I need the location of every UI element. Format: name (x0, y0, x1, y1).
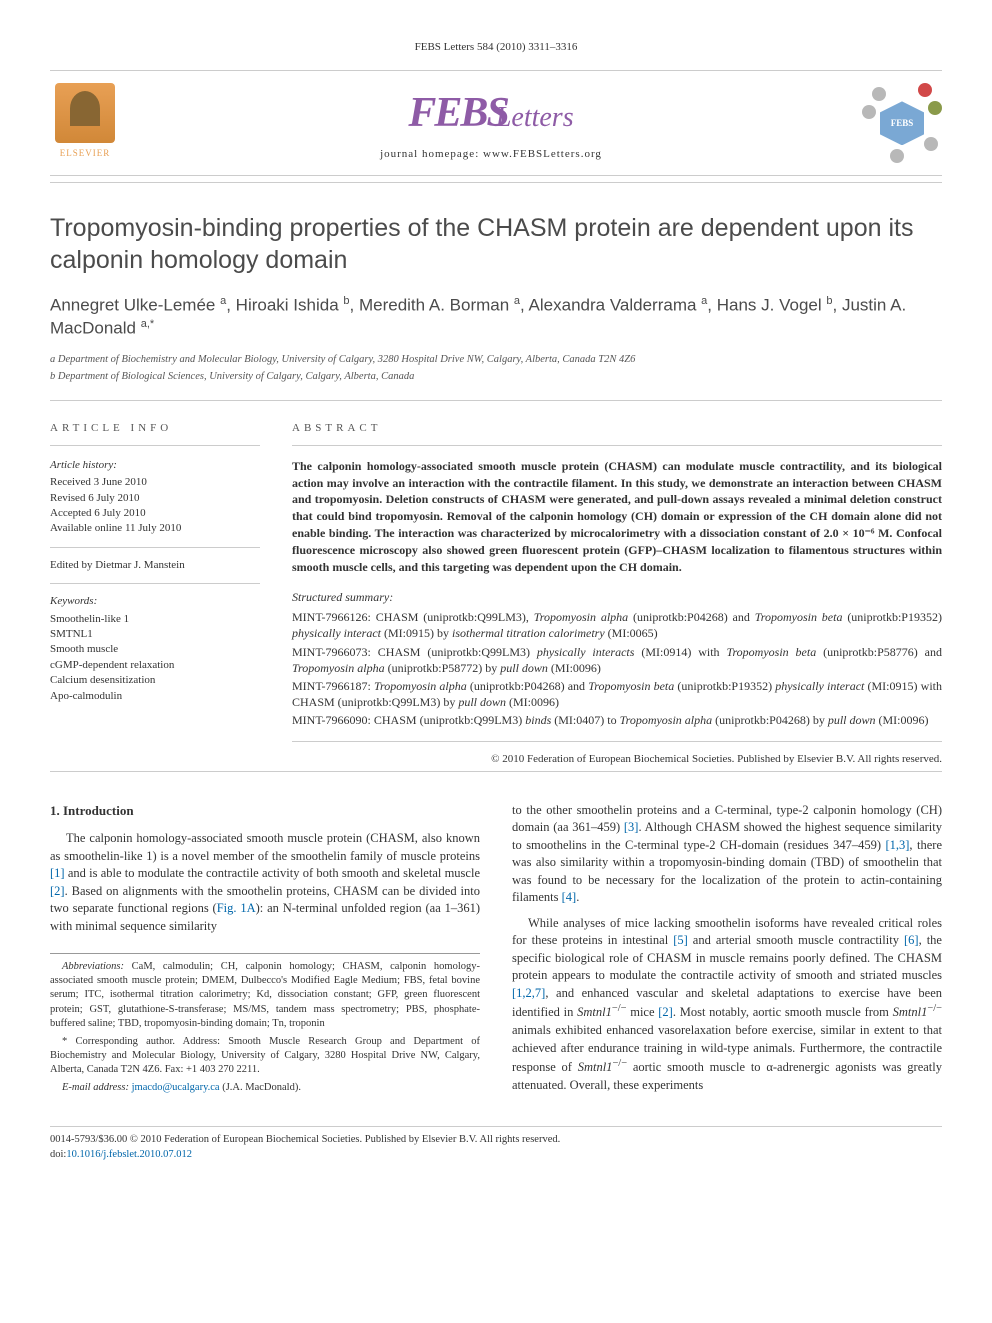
email-footnote: E-mail address: jmacdo@ucalgary.ca (J.A.… (50, 1081, 480, 1095)
history-head: Article history: (50, 458, 260, 473)
history-item: Accepted 6 July 2010 (50, 506, 260, 521)
badge-hex-icon: FEBS (880, 101, 924, 145)
body-columns: 1. Introduction The calponin homology-as… (50, 802, 942, 1102)
journal-citation: FEBS Letters 584 (2010) 3311–3316 (50, 40, 942, 55)
abstract-copyright: © 2010 Federation of European Biochemica… (292, 741, 942, 767)
abbreviations-footnote: Abbreviations: CaM, calmodulin; CH, calp… (50, 960, 480, 1031)
divider (50, 182, 942, 183)
keyword-item: Smoothelin-like 1 (50, 612, 260, 627)
editor-line: Edited by Dietmar J. Manstein (50, 558, 260, 584)
affiliations-block: a Department of Biochemistry and Molecul… (50, 353, 942, 401)
history-item: Received 3 June 2010 (50, 475, 260, 490)
body-paragraph: The calponin homology-associated smooth … (50, 830, 480, 935)
article-info-head: ARTICLE INFO (50, 421, 260, 445)
section-divider (50, 771, 942, 772)
structured-summary-item: MINT-7966090: CHASM (uniprotkb:Q99LM3) b… (292, 712, 942, 728)
febs-logo-main: FEBS (408, 90, 507, 136)
body-column-right: to the other smoothelin proteins and a C… (512, 802, 942, 1102)
structured-summary-head: Structured summary: (292, 589, 942, 606)
corr-label: * Corresponding author. (62, 1036, 175, 1047)
abstract-text: The calponin homology-associated smooth … (292, 458, 942, 576)
doi-link[interactable]: 10.1016/j.febslet.2010.07.012 (66, 1149, 192, 1160)
keyword-item: SMTNL1 (50, 627, 260, 642)
keyword-item: cGMP-dependent relaxation (50, 658, 260, 673)
badge-dot-icon (924, 137, 938, 151)
abstract-head: ABSTRACT (292, 421, 942, 445)
badge-dot-icon (872, 87, 886, 101)
email-link[interactable]: jmacdo@ucalgary.ca (132, 1082, 220, 1093)
footnotes-block: Abbreviations: CaM, calmodulin; CH, calp… (50, 953, 480, 1096)
febs-badge-icon: FEBS (862, 83, 942, 163)
page-footer: 0014-5793/$36.00 © 2010 Federation of Eu… (50, 1126, 942, 1162)
badge-dot-icon (918, 83, 932, 97)
badge-dot-icon (862, 105, 876, 119)
keyword-item: Calcium desensitization (50, 673, 260, 688)
elsevier-label: ELSEVIER (60, 147, 111, 160)
structured-summary-item: MINT-7966126: CHASM (uniprotkb:Q99LM3), … (292, 609, 942, 641)
elsevier-tree-icon (55, 83, 115, 143)
keyword-item: Smooth muscle (50, 642, 260, 657)
affiliation-b: b Department of Biological Sciences, Uni… (50, 370, 942, 385)
journal-header-row: ELSEVIER FEBSLetters journal homepage: w… (50, 70, 942, 176)
keywords-head: Keywords: (50, 594, 260, 609)
article-title: Tropomyosin-binding properties of the CH… (50, 213, 942, 276)
journal-logo-center: FEBSLetters journal homepage: www.FEBSLe… (380, 84, 602, 162)
elsevier-logo[interactable]: ELSEVIER (50, 83, 120, 163)
corresponding-author-footnote: * Corresponding author. Address: Smooth … (50, 1035, 480, 1078)
febs-logo-sub: Letters (496, 102, 574, 133)
footer-doi: doi:10.1016/j.febslet.2010.07.012 (50, 1148, 942, 1163)
journal-homepage-link[interactable]: journal homepage: www.FEBSLetters.org (380, 147, 602, 162)
body-paragraph: While analyses of mice lacking smootheli… (512, 915, 942, 1094)
history-item: Available online 11 July 2010 (50, 521, 260, 536)
badge-dot-icon (890, 149, 904, 163)
footer-copyright: 0014-5793/$36.00 © 2010 Federation of Eu… (50, 1133, 942, 1148)
body-paragraph: to the other smoothelin proteins and a C… (512, 802, 942, 907)
email-suffix: (J.A. MacDonald). (222, 1082, 301, 1093)
authors-list: Annegret Ulke-Lemée a, Hiroaki Ishida b,… (50, 294, 942, 341)
article-info-column: ARTICLE INFO Article history: Received 3… (50, 421, 260, 766)
abbrev-label: Abbreviations: (62, 961, 124, 972)
email-label: E-mail address: (62, 1082, 129, 1093)
history-item: Revised 6 July 2010 (50, 491, 260, 506)
affiliation-a: a Department of Biochemistry and Molecul… (50, 353, 942, 368)
febs-logo: FEBSLetters (408, 84, 573, 143)
badge-dot-icon (928, 101, 942, 115)
section-title: Introduction (63, 803, 134, 818)
keyword-item: Apo-calmodulin (50, 689, 260, 704)
body-column-left: 1. Introduction The calponin homology-as… (50, 802, 480, 1102)
abstract-column: ABSTRACT The calponin homology-associate… (292, 421, 942, 766)
structured-summary-item: MINT-7966073: CHASM (uniprotkb:Q99LM3) p… (292, 644, 942, 676)
section-heading: 1. Introduction (50, 802, 480, 820)
section-number: 1. (50, 803, 60, 818)
structured-summary-item: MINT-7966187: Tropomyosin alpha (uniprot… (292, 678, 942, 710)
